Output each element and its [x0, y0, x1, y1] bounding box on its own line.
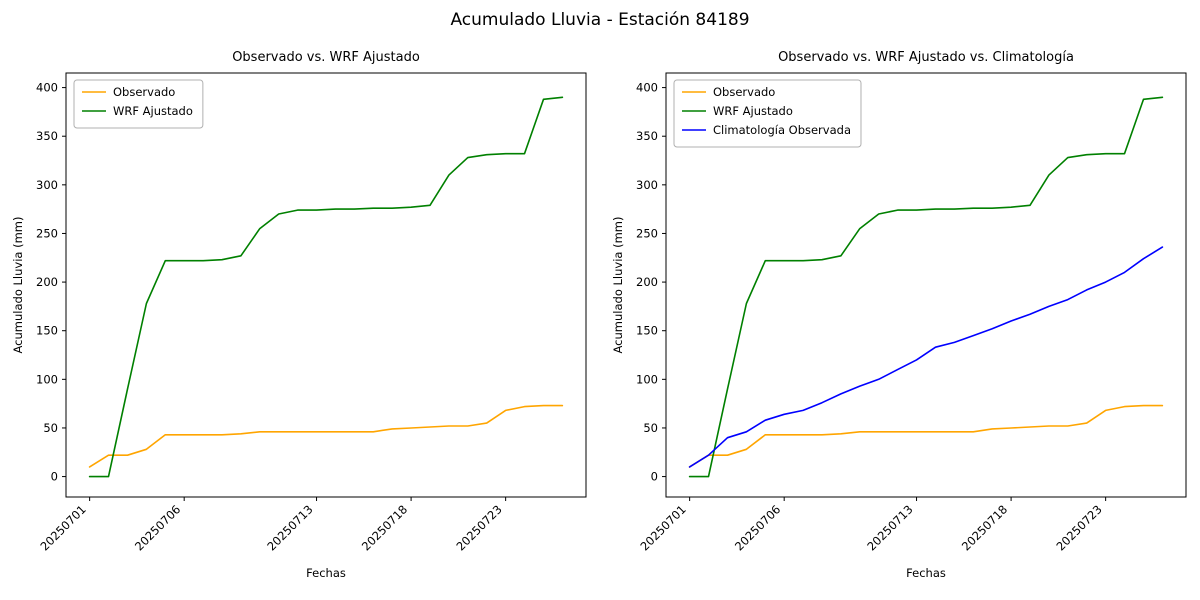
x-tick-label: 20250701	[37, 502, 88, 553]
chart-observado-vs-wrf-vs-climatologia: Observado vs. WRF Ajustado vs. Climatolo…	[611, 50, 1187, 580]
y-tick-label: 250	[36, 226, 58, 240]
legend-box	[673, 79, 862, 148]
y-axis-label: Acumulado Lluvia (mm)	[11, 217, 25, 354]
x-axis-label: Fechas	[906, 566, 946, 580]
y-tick-label: 0	[51, 470, 58, 484]
legend: Observado WRF Ajustado Climatología Observ…	[673, 79, 862, 148]
series-line-wrf-ajustado	[688, 96, 1164, 478]
y-tick-label: 350	[636, 129, 658, 143]
y-tick-label: 50	[643, 421, 658, 435]
x-tick-label: 20250713	[264, 502, 315, 553]
y-tick-label: 300	[636, 178, 658, 192]
y-tick-label: 150	[636, 324, 658, 338]
legend-label: Observado	[713, 85, 775, 99]
x-tick-label: 20250706	[132, 502, 183, 553]
chart-observado-vs-wrf: Observado vs. WRF Ajustado 0 50 100 150 200 25…	[11, 50, 587, 580]
plot-title: Observado vs. WRF Ajustado vs. Climatolo…	[778, 50, 1074, 65]
legend: Observado WRF Ajustado	[73, 79, 204, 129]
legend-label: WRF Ajustado	[113, 104, 193, 118]
y-tick-label: 150	[36, 324, 58, 338]
y-axis-label: Acumulado Lluvia (mm)	[611, 217, 625, 354]
plot-title: Observado vs. WRF Ajustado	[232, 50, 420, 65]
y-tick-label: 50	[43, 421, 58, 435]
legend-box	[73, 79, 204, 129]
x-tick-label: 20250723	[1053, 502, 1104, 553]
x-tick-label: 20250718	[359, 502, 410, 553]
series-line-wrf-ajustado	[88, 96, 564, 478]
x-axis: 20250701 20250706 20250713 20250718 20250723	[637, 497, 1107, 554]
y-tick-label: 300	[36, 178, 58, 192]
y-tick-label: 400	[36, 81, 58, 95]
series-line-observado	[688, 404, 1164, 468]
x-tick-label: 20250718	[959, 502, 1010, 553]
series-line-climatolog-a-observada	[688, 246, 1164, 468]
x-axis: 20250701 20250706 20250713 20250718 20250723	[37, 497, 507, 554]
y-tick-label: 400	[636, 81, 658, 95]
y-tick-label: 0	[651, 470, 658, 484]
y-tick-label: 350	[36, 129, 58, 143]
y-tick-label: 100	[36, 372, 58, 386]
y-tick-label: 200	[636, 275, 658, 289]
x-tick-label: 20250713	[864, 502, 915, 553]
y-axis: 0 50 100 150 200 250 300 350 400	[36, 81, 66, 484]
legend-label: Climatología Observada	[713, 123, 851, 137]
y-tick-label: 200	[36, 275, 58, 289]
series-line-observado	[88, 404, 564, 468]
x-tick-label: 20250706	[732, 502, 783, 553]
legend-label: WRF Ajustado	[713, 104, 793, 118]
plot-border	[665, 72, 1187, 498]
legend-label: Observado	[113, 85, 175, 99]
y-axis: 0 50 100 150 200 250 300 350 400	[636, 81, 666, 484]
x-tick-label: 20250723	[453, 502, 504, 553]
y-tick-label: 250	[636, 226, 658, 240]
x-tick-label: 20250701	[637, 502, 688, 553]
x-axis-label: Fechas	[306, 566, 346, 580]
y-tick-label: 100	[636, 372, 658, 386]
figure-title: Acumulado Lluvia - Estación 84189	[450, 10, 750, 30]
plot-border	[65, 72, 587, 498]
